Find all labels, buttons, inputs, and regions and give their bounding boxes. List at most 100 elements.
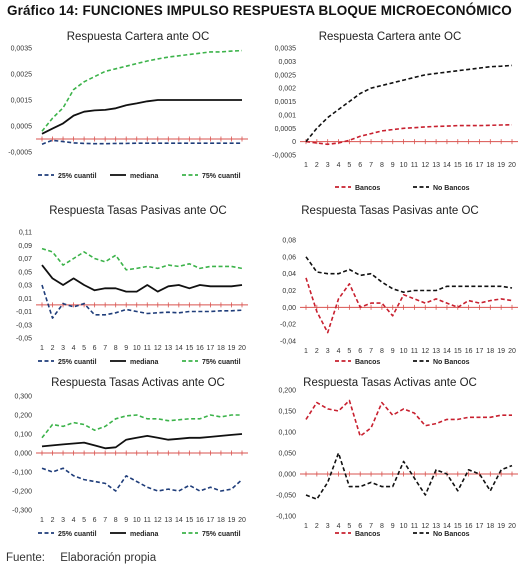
- y-tick-label: 0,0025: [275, 72, 297, 79]
- legend-label: mediana: [130, 359, 159, 366]
- series-line: [41, 433, 243, 450]
- x-tick-label: 12: [421, 348, 429, 355]
- source-note: Fuente: Elaboración propia: [6, 552, 156, 564]
- y-tick-label: 0,01: [18, 296, 32, 303]
- y-tick-label: 0,0035: [11, 46, 33, 53]
- series-line: [41, 247, 243, 271]
- legend-label: 25% cuantil: [58, 173, 97, 180]
- chart-panel-5: Respuesta Tasas Activas ante OC -0,300 -0,…: [12, 377, 248, 538]
- x-tick-label: 19: [497, 162, 505, 169]
- y-tick-label: 0,150: [278, 409, 296, 416]
- panel-title: Respuesta Tasas Pasivas ante OC: [49, 205, 227, 217]
- x-tick-label: 6: [358, 523, 362, 530]
- y-tick-label: 0,0025: [11, 72, 33, 79]
- y-tick-label: 0,0005: [275, 126, 297, 133]
- x-tick-label: 10: [133, 517, 141, 524]
- y-tick-label: 0,002: [278, 86, 296, 93]
- x-tick-label: 5: [82, 345, 86, 352]
- x-tick-label: 15: [185, 345, 193, 352]
- x-tick-label: 13: [432, 162, 440, 169]
- x-tick-label: 18: [217, 517, 225, 524]
- series-line: [41, 49, 243, 132]
- series-line: [305, 124, 513, 146]
- x-tick-label: 15: [454, 523, 462, 530]
- x-tick-label: 6: [93, 517, 97, 524]
- x-tick-label: 2: [51, 517, 55, 524]
- x-tick-label: 9: [124, 517, 128, 524]
- x-tick-label: 6: [358, 348, 362, 355]
- x-tick-label: 10: [133, 345, 141, 352]
- series-line: [41, 99, 242, 135]
- y-tick-label: 0,0035: [275, 46, 297, 53]
- x-tick-label: 7: [103, 517, 107, 524]
- legend-label: 75% cuantil: [202, 173, 241, 180]
- y-tick-label: 0,11: [19, 230, 32, 237]
- x-tick-label: 7: [369, 523, 373, 530]
- x-tick-label: 3: [61, 517, 65, 524]
- x-tick-label: 15: [185, 517, 193, 524]
- x-tick-label: 4: [337, 523, 341, 530]
- x-tick-label: 5: [82, 517, 86, 524]
- y-tick-label: -0,05: [16, 336, 32, 343]
- y-tick-label: 0,05: [18, 269, 32, 276]
- x-tick-label: 19: [228, 517, 236, 524]
- series-line: [41, 414, 242, 439]
- x-tick-label: 18: [486, 523, 494, 530]
- x-tick-label: 11: [411, 523, 418, 530]
- x-tick-label: 4: [337, 162, 341, 169]
- y-tick-label: 0,0015: [11, 98, 33, 105]
- x-tick-label: 4: [72, 345, 76, 352]
- x-tick-label: 5: [347, 523, 351, 530]
- y-tick-label: 0,00: [282, 305, 296, 312]
- x-tick-label: 17: [207, 345, 215, 352]
- y-tick-label: -0,02: [280, 322, 296, 329]
- x-tick-label: 2: [315, 162, 319, 169]
- x-tick-label: 16: [465, 162, 473, 169]
- x-tick-label: 4: [72, 517, 76, 524]
- series-line: [305, 256, 513, 294]
- x-tick-label: 18: [217, 345, 225, 352]
- x-tick-label: 9: [391, 162, 395, 169]
- legend-label: No Bancos: [433, 185, 470, 192]
- x-tick-label: 17: [476, 348, 484, 355]
- x-tick-label: 8: [380, 523, 384, 530]
- y-tick-label: 0,001: [278, 112, 296, 119]
- x-tick-label: 1: [40, 517, 44, 524]
- x-tick-label: 17: [476, 523, 484, 530]
- y-tick-label: 0,050: [278, 451, 296, 458]
- y-tick-label: -0,200: [12, 489, 32, 496]
- y-tick-label: 0,09: [18, 243, 32, 250]
- y-tick-label: 0,06: [282, 254, 296, 261]
- x-tick-label: 10: [400, 348, 408, 355]
- y-tick-label: 0,300: [14, 394, 32, 401]
- y-tick-label: 0,0005: [11, 124, 33, 131]
- series-line: [41, 284, 243, 319]
- y-tick-label: 0,200: [14, 413, 32, 420]
- series-line: [41, 467, 243, 492]
- chart-panel-3: Respuesta Tasas Pasivas ante OC -0,05 -0,0…: [16, 205, 248, 366]
- x-tick-label: 1: [40, 345, 44, 352]
- x-tick-label: 19: [497, 348, 505, 355]
- x-tick-label: 20: [508, 162, 516, 169]
- source-label: Fuente:: [6, 552, 45, 564]
- x-tick-label: 7: [103, 345, 107, 352]
- x-tick-label: 14: [443, 162, 451, 169]
- x-tick-label: 8: [114, 517, 118, 524]
- y-tick-label: 0: [292, 139, 296, 146]
- x-tick-label: 2: [51, 345, 55, 352]
- x-tick-label: 20: [238, 345, 246, 352]
- x-tick-label: 1: [304, 348, 308, 355]
- x-tick-label: 5: [347, 348, 351, 355]
- x-tick-label: 20: [508, 348, 516, 355]
- x-tick-label: 3: [326, 348, 330, 355]
- x-tick-label: 13: [164, 345, 172, 352]
- x-tick-label: 3: [61, 345, 65, 352]
- x-tick-label: 11: [411, 162, 418, 169]
- legend-label: Bancos: [355, 531, 380, 538]
- panel-title: Respuesta Cartera ante OC: [67, 31, 210, 43]
- x-tick-label: 3: [326, 162, 330, 169]
- y-tick-label: -0,01: [16, 309, 32, 316]
- x-tick-label: 6: [93, 345, 97, 352]
- x-tick-label: 8: [114, 345, 118, 352]
